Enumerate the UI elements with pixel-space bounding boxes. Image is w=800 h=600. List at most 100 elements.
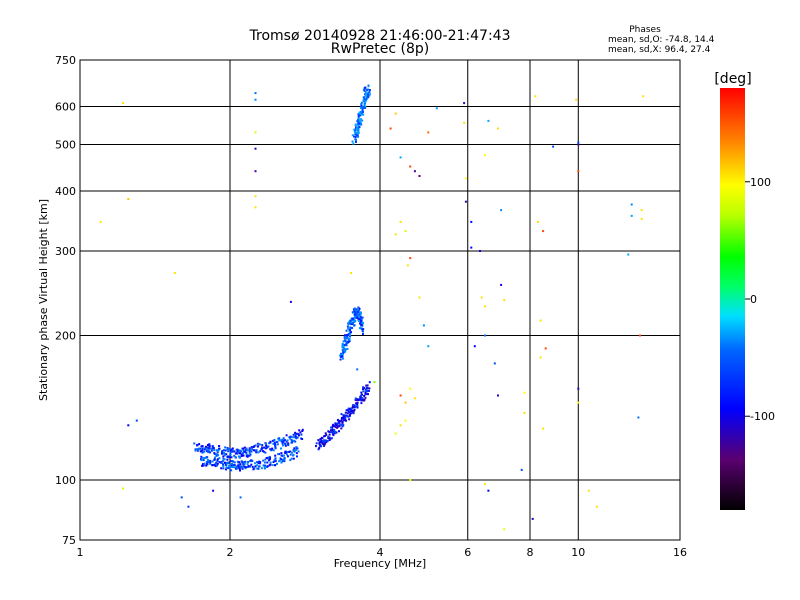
data-point (241, 467, 244, 470)
data-point (357, 135, 360, 138)
data-point (354, 405, 357, 408)
data-point (331, 429, 334, 431)
data-point (351, 327, 353, 329)
data-point (355, 138, 357, 141)
data-point (362, 388, 364, 391)
data-point (341, 417, 344, 420)
data-point (315, 445, 317, 448)
data-point (470, 220, 473, 223)
data-point (361, 119, 364, 122)
data-point (341, 346, 344, 349)
data-point (220, 462, 223, 464)
data-point (331, 425, 334, 428)
data-point (356, 368, 359, 371)
data-point (284, 444, 287, 447)
data-point (280, 458, 282, 461)
data-point (484, 334, 487, 337)
data-point (216, 464, 219, 467)
data-point (230, 456, 233, 459)
data-point (406, 264, 409, 267)
data-point (240, 450, 243, 453)
data-point (356, 127, 359, 130)
data-point (360, 101, 363, 104)
data-point (577, 143, 580, 146)
data-point (577, 141, 580, 144)
y-tick-label: 75 (62, 534, 76, 547)
data-point (237, 463, 240, 466)
data-point (341, 353, 344, 356)
data-point (358, 114, 361, 117)
x-axis-label: Frequency [MHz] (334, 557, 426, 570)
data-point (251, 446, 254, 448)
data-point (203, 447, 206, 450)
data-point (341, 343, 344, 345)
data-point (340, 413, 343, 416)
data-point (266, 465, 269, 468)
data-point (269, 463, 272, 466)
data-point (360, 103, 363, 105)
data-point (288, 450, 291, 453)
x-tick-label: 10 (571, 546, 585, 559)
data-point (339, 356, 342, 358)
data-point (343, 334, 346, 337)
data-point (254, 206, 257, 209)
data-point (348, 322, 351, 325)
data-point (480, 296, 483, 299)
data-point (347, 334, 350, 337)
data-point (216, 458, 219, 461)
data-point (225, 463, 228, 466)
data-point (323, 444, 325, 447)
data-point (281, 442, 284, 445)
data-point (347, 409, 350, 411)
data-point (235, 467, 238, 470)
data-point (427, 131, 430, 134)
data-point (368, 387, 371, 390)
data-point (254, 170, 257, 173)
data-point (280, 440, 283, 443)
data-point (180, 496, 183, 499)
data-point (233, 450, 236, 453)
data-point (343, 348, 346, 351)
data-point (251, 448, 254, 451)
data-point (278, 437, 281, 440)
data-point (343, 347, 346, 350)
data-point (353, 307, 356, 310)
data-point (352, 409, 355, 412)
data-point (366, 384, 369, 387)
data-point (295, 452, 298, 455)
data-point (296, 447, 299, 450)
data-point (539, 319, 542, 322)
data-point (211, 464, 214, 467)
data-point (355, 126, 357, 129)
data-point (229, 449, 232, 452)
data-point (350, 331, 352, 334)
data-point (206, 450, 208, 453)
data-point (293, 447, 296, 450)
data-point (234, 452, 237, 455)
data-point (357, 310, 360, 313)
data-point (367, 85, 370, 88)
data-point (364, 106, 367, 109)
data-point (239, 452, 242, 455)
data-point (206, 456, 209, 459)
data-point (357, 313, 360, 316)
data-point (354, 314, 357, 317)
x-tick-label: 6 (464, 546, 471, 559)
data-point (204, 457, 207, 459)
data-point (322, 440, 325, 443)
data-point (364, 87, 367, 90)
data-point (127, 424, 130, 427)
data-point (239, 469, 241, 472)
data-point (289, 453, 292, 456)
data-point (239, 496, 242, 499)
data-point (326, 440, 329, 442)
data-point (263, 446, 266, 449)
data-point (202, 463, 204, 466)
data-point (356, 132, 359, 135)
data-point (285, 434, 288, 437)
data-point (265, 442, 267, 445)
data-point (233, 466, 236, 469)
data-point (242, 465, 245, 468)
data-point (221, 452, 224, 455)
